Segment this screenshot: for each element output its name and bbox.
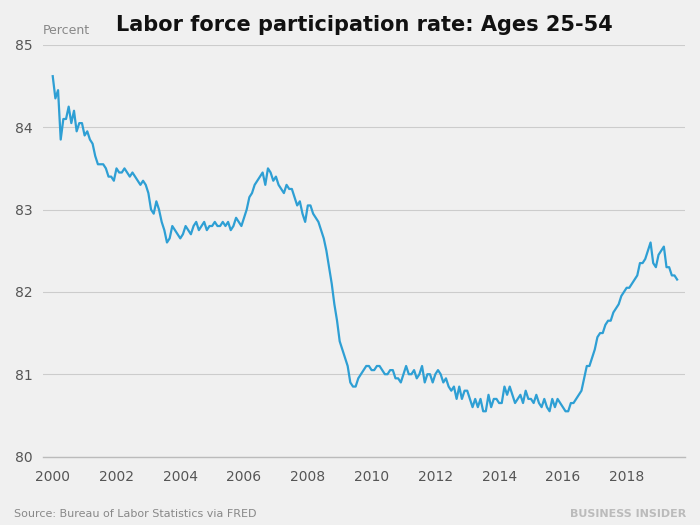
- Text: BUSINESS INSIDER: BUSINESS INSIDER: [570, 509, 686, 519]
- Text: Source: Bureau of Labor Statistics via FRED: Source: Bureau of Labor Statistics via F…: [14, 509, 256, 519]
- Text: Percent: Percent: [43, 24, 90, 37]
- Title: Labor force participation rate: Ages 25-54: Labor force participation rate: Ages 25-…: [116, 15, 612, 35]
